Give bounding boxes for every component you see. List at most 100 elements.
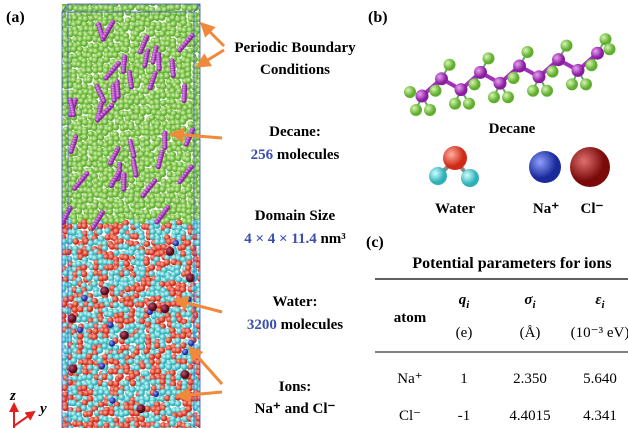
atom	[62, 312, 67, 320]
annotation: Na⁺ and Cl⁻	[255, 401, 336, 417]
hydrogen	[527, 84, 539, 97]
atom	[165, 92, 173, 100]
atom	[174, 92, 182, 100]
atom	[129, 285, 137, 293]
atom	[181, 27, 188, 34]
atom	[197, 381, 200, 388]
atom	[76, 394, 83, 401]
annotation: Ions:	[279, 379, 312, 395]
atom	[137, 301, 145, 309]
box-edges	[61, 3, 201, 428]
atom	[119, 140, 127, 148]
atom	[191, 327, 199, 334]
hydrogen	[482, 52, 495, 65]
atom	[55, 116, 62, 123]
atom	[88, 15, 95, 22]
chain-atom	[131, 153, 137, 159]
chain-atom	[62, 220, 65, 226]
atom	[75, 109, 83, 117]
atom	[66, 394, 74, 402]
atom	[201, 204, 208, 211]
atom	[86, 9, 94, 17]
atom	[164, 254, 171, 262]
atom	[196, 249, 200, 256]
atom	[184, 156, 192, 164]
atom	[158, 347, 166, 354]
atom	[87, 42, 95, 50]
atom	[185, 77, 193, 84]
atom	[86, 311, 93, 319]
atom	[107, 139, 115, 147]
atom	[75, 155, 83, 163]
atom	[71, 280, 79, 287]
atom	[55, 56, 62, 63]
atom	[165, 336, 173, 344]
atom	[70, 176, 78, 183]
atom	[203, 208, 210, 215]
annotation: Conditions	[260, 62, 330, 78]
atom	[104, 227, 111, 235]
atom	[118, 155, 125, 162]
chain-atom	[140, 192, 146, 198]
atom	[181, 409, 188, 417]
atom	[70, 229, 78, 236]
atom	[130, 11, 137, 19]
atom	[144, 134, 151, 142]
hydrogen	[566, 78, 578, 91]
chain-atom	[120, 68, 127, 74]
atom	[87, 359, 94, 367]
atom	[77, 306, 84, 313]
atom	[154, 99, 161, 106]
atom	[62, 132, 63, 137]
atom	[102, 175, 109, 183]
atom	[55, 1, 62, 8]
atom	[124, 338, 131, 345]
atom	[123, 207, 131, 214]
atom	[77, 343, 84, 351]
subscript: i	[466, 299, 470, 311]
atom	[62, 259, 67, 267]
atom	[97, 420, 104, 428]
atom	[62, 169, 63, 172]
atom	[128, 176, 135, 184]
atom	[66, 161, 74, 168]
atom	[129, 183, 136, 190]
atom	[87, 89, 95, 96]
atom	[85, 76, 93, 84]
chain-atom	[162, 144, 168, 151]
atom	[80, 264, 88, 271]
atom	[158, 316, 166, 323]
atom	[202, 239, 209, 246]
atom	[201, 7, 208, 14]
atom	[203, 88, 210, 95]
atom	[106, 125, 114, 133]
annotations: Periodic Boundary Conditions Decane: 256…	[234, 40, 356, 417]
atom	[138, 217, 146, 224]
ion	[188, 339, 195, 347]
atom	[72, 301, 79, 308]
atom	[143, 129, 151, 137]
atom	[112, 4, 119, 7]
atom	[66, 82, 74, 89]
atom	[82, 107, 90, 115]
atom	[148, 25, 156, 32]
atom	[185, 186, 192, 193]
atom	[65, 328, 72, 335]
molecule-label: Decane	[489, 121, 536, 137]
atom	[103, 217, 110, 225]
atom	[114, 35, 122, 42]
atom	[196, 234, 200, 241]
atom	[169, 369, 176, 377]
atom	[55, 108, 62, 115]
atom	[87, 383, 95, 391]
atom	[72, 238, 80, 245]
cell: Cl⁻	[399, 408, 421, 424]
atom	[200, 188, 207, 195]
atom	[197, 113, 200, 120]
atom	[174, 269, 181, 276]
atom	[77, 140, 84, 148]
atom	[128, 317, 136, 324]
atom	[92, 317, 100, 325]
atom	[62, 336, 67, 344]
ion	[148, 302, 158, 312]
